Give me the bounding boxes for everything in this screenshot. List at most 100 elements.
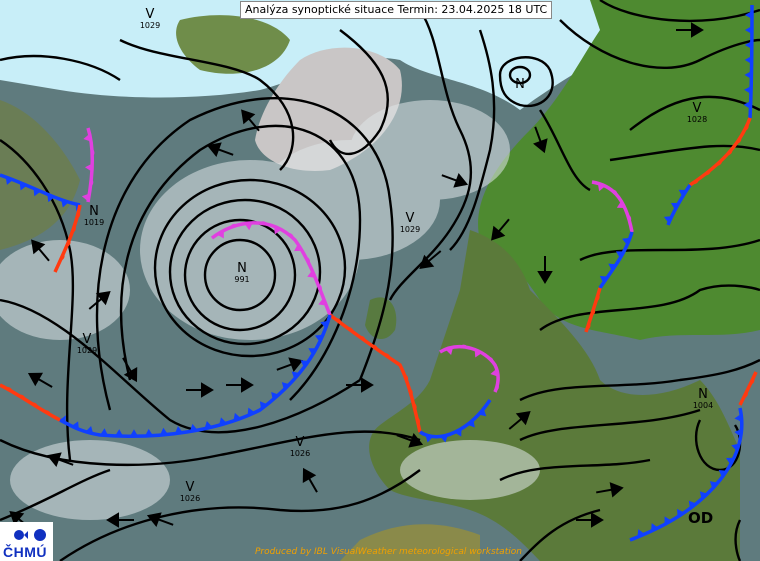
front-triangle-icon xyxy=(678,189,687,197)
wind-arrow-icon xyxy=(508,411,531,430)
front-triangle-icon xyxy=(490,368,499,377)
wind-arrow-icon xyxy=(346,377,374,393)
front-semicircle-icon xyxy=(371,344,378,350)
front-semicircle-icon xyxy=(66,239,71,247)
front-semicircle-icon xyxy=(383,353,391,359)
front-semicircle-icon xyxy=(586,322,591,330)
wind-arrow-icon xyxy=(226,377,254,393)
front-triangle-icon xyxy=(744,55,752,64)
front-triangle-icon xyxy=(699,491,708,500)
front-triangle-icon xyxy=(130,429,139,437)
isobar xyxy=(183,218,297,332)
low-pressure-center: N 1004 xyxy=(692,387,714,410)
front-triangle-icon xyxy=(81,193,90,202)
front-semicircle-icon xyxy=(404,374,409,382)
front-triangle-icon xyxy=(314,334,324,343)
front-triangle-icon xyxy=(599,275,608,284)
front-triangle-icon xyxy=(709,481,718,489)
front-triangle-icon xyxy=(744,70,752,79)
front-triangle-icon xyxy=(425,434,434,443)
wind-arrow-icon xyxy=(31,239,50,262)
occl-front xyxy=(591,180,634,233)
front-semicircle-icon xyxy=(395,362,402,368)
front-triangle-icon xyxy=(467,419,475,428)
front-semicircle-icon xyxy=(595,293,600,302)
cold-front xyxy=(629,407,744,542)
front-semicircle-icon xyxy=(230,223,238,228)
front-triangle-icon xyxy=(145,428,154,437)
front-triangle-icon xyxy=(734,428,742,437)
front-triangle-icon xyxy=(300,360,309,368)
front-triangle-icon xyxy=(318,298,327,306)
front-triangle-icon xyxy=(5,176,14,185)
front-triangle-icon xyxy=(60,415,66,423)
front-triangle-icon xyxy=(743,100,751,109)
chmu-logo: ČHMÚ xyxy=(0,522,53,561)
front-semicircle-icon xyxy=(60,253,65,261)
front-semicircle-icon xyxy=(750,377,755,385)
front-triangle-icon xyxy=(308,348,317,356)
front-triangle-icon xyxy=(445,347,454,356)
front-triangle-icon xyxy=(84,163,93,172)
map-title: Analýza synoptické situace Termin: 23.04… xyxy=(240,1,553,19)
front-triangle-icon xyxy=(320,320,329,329)
front-triangle-icon xyxy=(744,85,752,94)
front-triangle-icon xyxy=(274,226,282,235)
wind-arrow-icon xyxy=(186,382,214,398)
wind-arrow-icon xyxy=(27,372,53,388)
front-semicircle-icon xyxy=(76,210,81,219)
front-triangle-icon xyxy=(160,427,168,436)
front-triangle-icon xyxy=(608,263,617,271)
wind-arrow-icon xyxy=(106,512,134,528)
cold-front xyxy=(0,173,81,207)
front-semicircle-icon xyxy=(91,148,95,157)
front-semicircle-icon xyxy=(71,225,76,233)
front-semicircle-icon xyxy=(743,390,748,399)
front-triangle-icon xyxy=(616,200,625,209)
front-triangle-icon xyxy=(100,428,109,436)
isobar xyxy=(119,124,362,401)
high-pressure-center: V 1029 xyxy=(76,332,98,355)
wind-arrows xyxy=(9,22,704,530)
front-triangle-icon xyxy=(677,508,685,517)
wind-arrow-icon xyxy=(576,512,604,528)
front-triangle-icon xyxy=(271,391,279,400)
wind-arrow-icon xyxy=(596,482,624,498)
front-triangle-icon xyxy=(615,251,624,259)
front-semicircle-icon xyxy=(744,123,749,131)
front-semicircle-icon xyxy=(409,388,413,396)
front-semicircle-icon xyxy=(317,284,322,292)
front-semicircle-icon xyxy=(287,233,294,239)
wind-arrow-icon xyxy=(537,256,553,284)
front-triangle-icon xyxy=(478,408,487,417)
front-semicircle-icon xyxy=(611,189,618,196)
front-triangle-icon xyxy=(247,407,255,416)
credit-text: Produced by IBL VisualWeather meteorolog… xyxy=(255,547,522,557)
front-semicircle-icon xyxy=(259,221,268,225)
front-semicircle-icon xyxy=(413,402,417,411)
wind-arrow-icon xyxy=(676,22,704,38)
high-pressure-center: V 1029 xyxy=(139,7,161,30)
front-triangle-icon xyxy=(204,420,213,429)
front-semicircle-icon xyxy=(692,179,699,185)
front-semicircle-icon xyxy=(18,394,26,400)
front-semicircle-icon xyxy=(715,159,722,166)
front-triangle-icon xyxy=(83,133,92,142)
front-semicircle-icon xyxy=(334,318,342,324)
front-semicircle-icon xyxy=(460,344,468,348)
front-triangle-icon xyxy=(744,40,752,49)
front-semicircle-icon xyxy=(43,410,51,416)
wind-arrow-icon xyxy=(88,291,111,310)
front-triangle-icon xyxy=(637,529,645,538)
front-semicircle-icon xyxy=(487,356,494,363)
front-semicircle-icon xyxy=(416,417,421,426)
front-semicircle-icon xyxy=(591,308,596,316)
front-triangle-icon xyxy=(731,443,740,452)
front-triangle-icon xyxy=(294,243,303,252)
isobar xyxy=(95,97,394,411)
front-triangle-icon xyxy=(734,413,742,422)
front-semicircle-icon xyxy=(5,387,13,392)
front-triangle-icon xyxy=(61,199,69,208)
wind-arrow-icon xyxy=(146,512,174,527)
